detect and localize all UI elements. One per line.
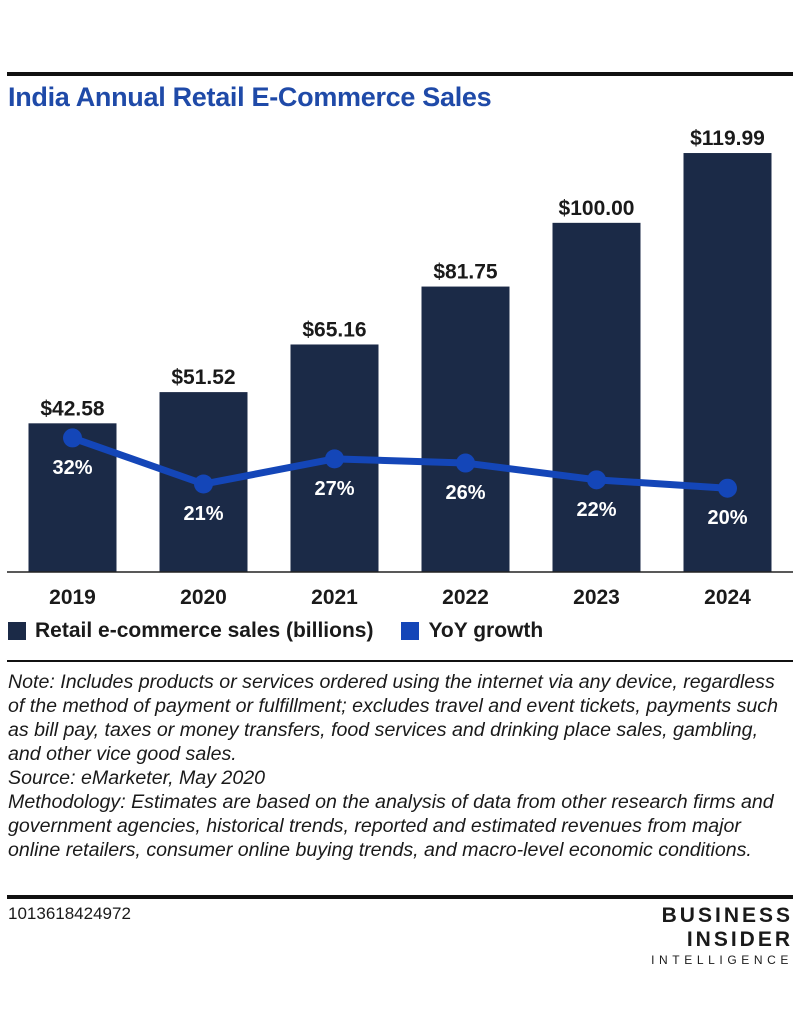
growth-label-2022: 26% — [445, 482, 485, 504]
growth-label-2019: 32% — [52, 457, 92, 479]
bar-label-2019: $42.58 — [40, 397, 105, 420]
bar-label-2021: $65.16 — [302, 318, 366, 341]
legend-item-growth: YoY growth — [401, 619, 543, 643]
methodology-text: Methodology: Estimates are based on the … — [8, 791, 774, 861]
legend-swatch-bar — [8, 622, 26, 640]
legend-swatch-line — [401, 622, 420, 640]
brand-line-3: INTELLIGENCE — [651, 953, 793, 967]
x-tick-2023: 2023 — [573, 586, 620, 609]
x-tick-2021: 2021 — [311, 586, 358, 609]
legend: Retail e-commerce sales (billions) YoY g… — [8, 616, 571, 646]
bar-line-chart: $42.58 2019 $51.52 2020 $65.16 2021 $81.75 2022… — [7, 127, 793, 609]
footnotes: Note: Includes products or services orde… — [8, 670, 794, 862]
x-tick-2024: 2024 — [704, 586, 751, 609]
bottom-rule — [7, 895, 793, 899]
x-tick-2019: 2019 — [49, 586, 96, 609]
growth-point-2022 — [456, 453, 475, 473]
top-rule — [7, 72, 793, 76]
legend-label-sales: Retail e-commerce sales (billions) — [35, 619, 374, 642]
growth-point-2024 — [718, 478, 737, 498]
notes-rule — [7, 660, 793, 662]
legend-item-sales: Retail e-commerce sales (billions) — [8, 619, 373, 643]
note-text: Note: Includes products or services orde… — [8, 671, 778, 765]
growth-label-2020: 21% — [183, 503, 223, 525]
brand-line-1: BUSINESS — [661, 904, 793, 927]
bar-2023 — [552, 222, 641, 572]
growth-point-2021 — [325, 449, 344, 469]
growth-label-2024: 20% — [707, 507, 747, 529]
growth-label-2021: 27% — [314, 478, 354, 500]
x-tick-2020: 2020 — [180, 586, 227, 609]
bar-label-2020: $51.52 — [171, 366, 235, 389]
bar-label-2024: $119.99 — [690, 127, 765, 150]
legend-label-growth: YoY growth — [428, 619, 544, 642]
bar-2024 — [683, 153, 772, 572]
growth-point-2019 — [63, 428, 82, 448]
source-text: Source: eMarketer, May 2020 — [8, 767, 266, 789]
growth-label-2023: 22% — [576, 499, 616, 521]
chart-title: India Annual Retail E-Commerce Sales — [8, 82, 492, 112]
bar-label-2023: $100.00 — [559, 197, 635, 220]
x-tick-2022: 2022 — [442, 586, 489, 609]
brand-logo: BUSINESS INSIDER INTELLIGENCE — [651, 904, 793, 968]
bar-label-2022: $81.75 — [433, 261, 498, 284]
growth-point-2020 — [194, 474, 213, 494]
growth-line — [69, 434, 731, 492]
growth-point-2023 — [587, 470, 606, 490]
chart-id: 1013618424972 — [8, 904, 131, 923]
bar-2022 — [421, 286, 510, 572]
brand-line-2: INSIDER — [686, 928, 793, 951]
